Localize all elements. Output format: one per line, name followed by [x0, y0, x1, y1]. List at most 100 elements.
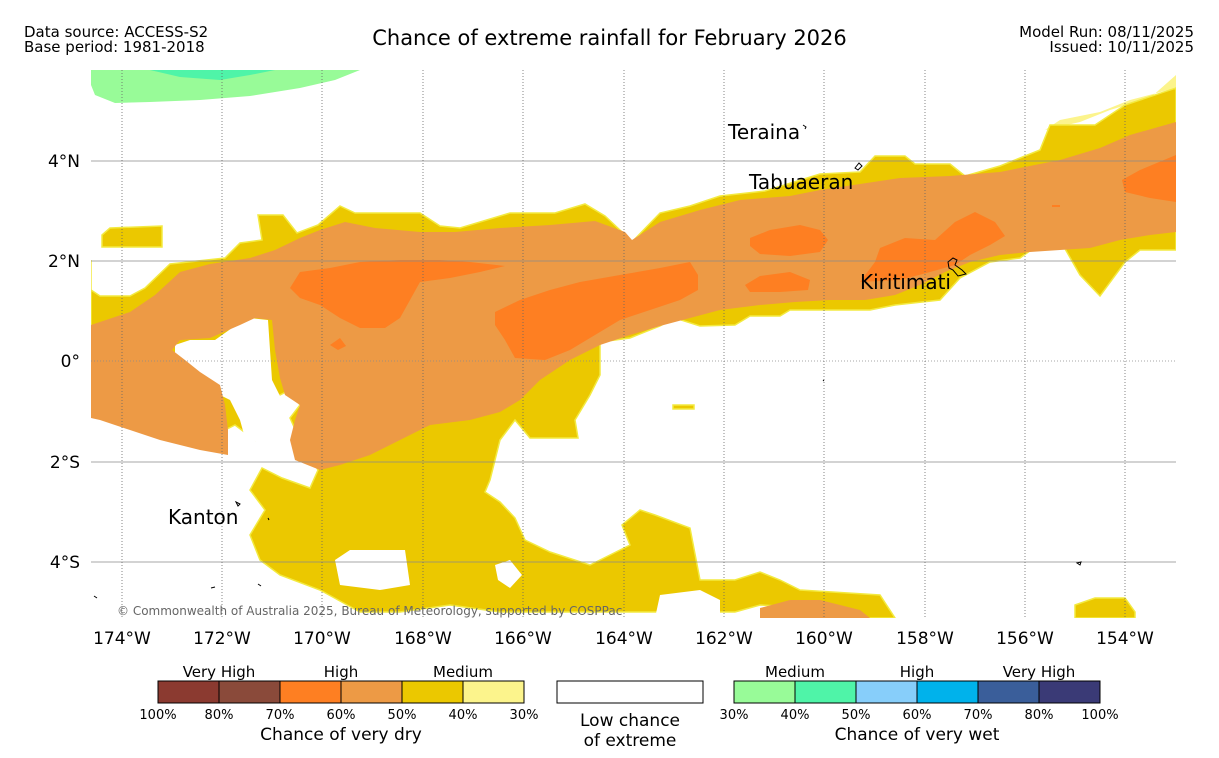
legend-tick-dry: 60%	[327, 708, 356, 723]
legend-tick-dry: 80%	[205, 708, 234, 723]
teraina-island	[802, 124, 807, 130]
legend-tick-dry: 40%	[449, 708, 478, 723]
legend-swatch-wet	[733, 680, 796, 704]
islet	[210, 586, 216, 589]
low-chance-region	[335, 550, 410, 590]
high-dry-region	[330, 338, 346, 350]
islet	[822, 379, 825, 382]
legend-low-swatch	[556, 680, 704, 704]
legend-swatch-dry	[218, 680, 281, 704]
legend-tick-wet: 70%	[964, 708, 993, 723]
lat-label: 4°S	[50, 553, 80, 573]
legend-swatch-wet	[916, 680, 979, 704]
legend-very-wet: 30% 40% 50% 60% 70% 80% 100% Medium High Very Hig…	[720, 663, 1119, 745]
legend-swatch-dry	[279, 680, 342, 704]
tabuaeran-island	[854, 162, 863, 171]
wet-medium-region	[91, 70, 360, 103]
map-area: Teraina Tabuaeran Kiritimati Kanton © Co…	[91, 70, 1176, 618]
legend-group-wet: High	[900, 663, 934, 681]
legend-swatch-wet	[794, 680, 857, 704]
low-chance-region	[175, 318, 284, 442]
low-chance-region	[495, 560, 522, 588]
kanton-island	[234, 500, 241, 507]
page-title: Chance of extreme rainfall for February …	[372, 26, 847, 50]
lon-label: 170°W	[293, 629, 351, 649]
legend-swatch-dry	[157, 680, 220, 704]
lat-label: 2°N	[48, 252, 80, 272]
lon-label: 156°W	[996, 629, 1054, 649]
legend-tick-wet: 60%	[903, 708, 932, 723]
islet	[267, 517, 270, 521]
legend-tick-wet: 100%	[1081, 708, 1118, 723]
legend-group-dry: Medium	[433, 663, 493, 681]
copyright-notice: © Commonwealth of Australia 2025, Bureau…	[117, 604, 622, 618]
legend-group-wet: Very High	[1003, 663, 1076, 681]
legend-low-chance: Low chance of extreme	[556, 680, 704, 751]
latitude-labels: 4°N 2°N 0° 2°S 4°S	[48, 152, 80, 573]
island-outlines	[93, 124, 1082, 599]
islet	[93, 595, 98, 599]
legend-tick-wet: 80%	[1025, 708, 1054, 723]
lon-label: 172°W	[193, 629, 251, 649]
legend-swatch-dry	[401, 680, 464, 704]
lon-label: 154°W	[1096, 629, 1154, 649]
legend-tick-dry: 30%	[510, 708, 539, 723]
high-dry-region	[745, 272, 810, 292]
medium-dry-region	[1074, 597, 1136, 618]
high-dry-region	[290, 260, 505, 328]
islet	[257, 583, 262, 587]
legend-low-line2: of extreme	[584, 731, 677, 751]
legend-tick-dry: 100%	[139, 708, 176, 723]
lat-label: 2°S	[50, 453, 80, 473]
kiritimati-island	[947, 257, 967, 277]
legend-group-dry: Very High	[183, 663, 256, 681]
high-dry-region	[495, 262, 698, 360]
legend-title-wet: Chance of very wet	[835, 725, 1000, 745]
high-dry-region	[1122, 155, 1176, 202]
legend-swatch-wet	[977, 680, 1040, 704]
lon-label: 174°W	[93, 629, 151, 649]
legend-group-wet: Medium	[765, 663, 825, 681]
medium-dry-region	[101, 225, 163, 248]
legend-swatch-dry	[462, 680, 525, 704]
place-label-tabuaeran: Tabuaeran	[748, 170, 853, 194]
place-label-kanton: Kanton	[168, 505, 238, 529]
high-dry-region	[1052, 205, 1060, 207]
lon-label: 162°W	[695, 629, 753, 649]
legend-low-line1: Low chance	[580, 711, 680, 731]
legend-group-dry: High	[324, 663, 358, 681]
map-gridlines	[91, 70, 1176, 618]
lat-label: 4°N	[48, 152, 80, 172]
place-label-kiritimati: Kiritimati	[860, 270, 951, 294]
low-chance-region	[655, 590, 720, 618]
medium-dry-region	[672, 404, 695, 410]
legend-very-dry: 100% 80% 70% 60% 50% 40% 30% Very High High Mediu…	[139, 663, 538, 745]
base-period: Base period: 1981-2018	[24, 38, 205, 56]
legend-title-dry: Chance of very dry	[260, 725, 422, 745]
legend-tick-dry: 70%	[266, 708, 295, 723]
legend-swatch-wet	[1038, 680, 1101, 704]
lon-label: 164°W	[595, 629, 653, 649]
lon-label: 168°W	[394, 629, 452, 649]
very-high-dry-region	[760, 600, 870, 618]
islet	[1075, 561, 1082, 566]
place-label-teraina: Teraina	[727, 120, 800, 144]
lon-label: 160°W	[795, 629, 853, 649]
longitude-labels: 174°W 172°W 170°W 168°W 166°W 164°W 162°W 160°W…	[93, 629, 1154, 649]
high-dry-region	[860, 212, 1005, 282]
legend-tick-wet: 50%	[842, 708, 871, 723]
wet-high-region	[150, 70, 275, 80]
lat-label: 0°	[61, 352, 80, 372]
legend-swatch-wet	[855, 680, 918, 704]
legend-tick-wet: 30%	[720, 708, 749, 723]
high-dry-region	[750, 225, 828, 256]
legend-tick-dry: 50%	[388, 708, 417, 723]
legend-tick-wet: 40%	[781, 708, 810, 723]
lon-label: 166°W	[494, 629, 552, 649]
model-run: Model Run: 08/11/2025	[1019, 23, 1194, 41]
issued-date: Issued: 10/11/2025	[1049, 38, 1194, 56]
lon-label: 158°W	[896, 629, 954, 649]
legend-swatch-dry	[340, 680, 403, 704]
data-source: Data source: ACCESS-S2	[24, 23, 209, 41]
